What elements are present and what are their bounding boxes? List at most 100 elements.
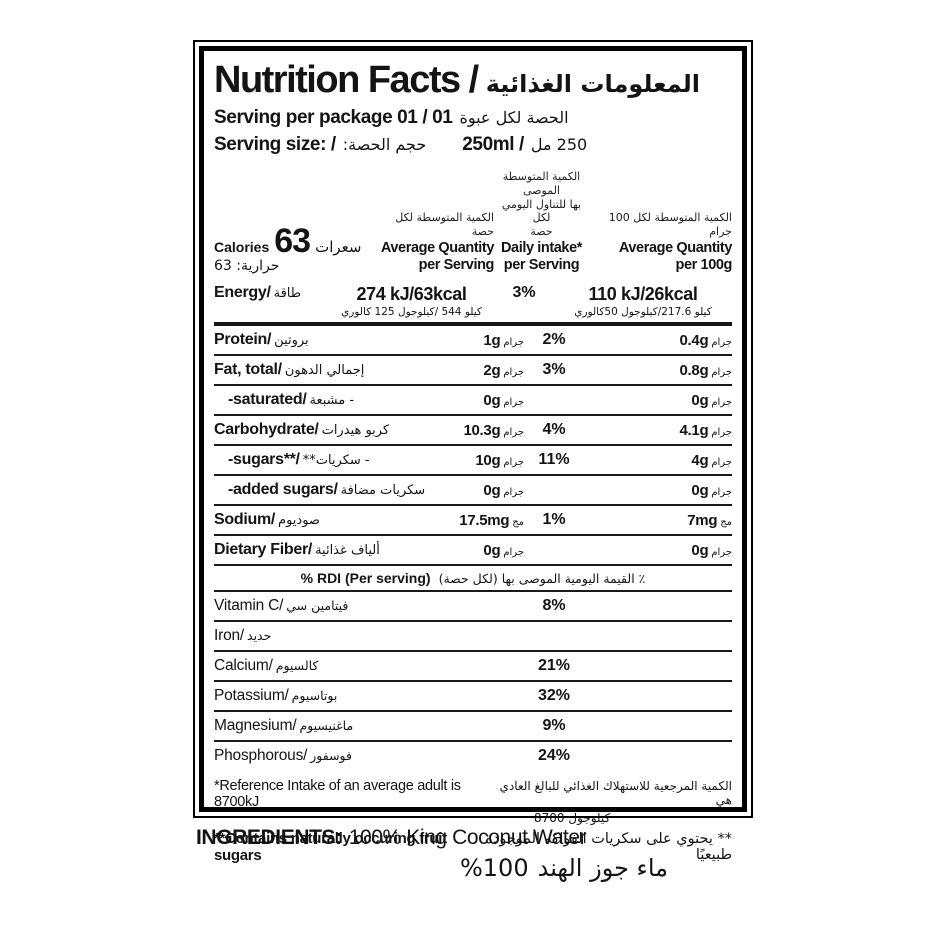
serving-unit: جرام bbox=[503, 366, 524, 378]
per-serving-english-1: Average Quantity bbox=[380, 239, 495, 256]
nutrient-name-ar: ألياف غذائية bbox=[315, 543, 380, 559]
energy-100g-value: 110 kJ/26kcal bbox=[588, 284, 698, 305]
table-row-magnesium: Magnesium/ماغنيسيوم 9% bbox=[214, 712, 732, 743]
daily-intake-english-1: Daily intake* bbox=[500, 239, 583, 256]
vitamin-value: 21% bbox=[537, 657, 571, 675]
serving-size-english: Serving size: / bbox=[214, 134, 336, 155]
nutrition-facts-inner-border: Nutrition Facts / المعلومات الغذائية Ser… bbox=[199, 46, 747, 864]
serving-per-package-english: Serving per package 01 / 01 bbox=[214, 107, 453, 128]
per100-unit: جرام bbox=[711, 546, 732, 558]
per-serving-english-2: per Serving bbox=[418, 257, 495, 274]
ingredients-text: 100% King Coconut Water bbox=[348, 826, 587, 849]
energy-label: Energy/ طاقة bbox=[214, 284, 329, 318]
calories-block: Calories 63 سعرات حرارية: 63 bbox=[214, 224, 374, 275]
column-header-daily-intake: الكمية المتوسطة الموصى بها للتناول اليوم… bbox=[494, 170, 589, 274]
column-header-per-serving: الكمية المتوسطة لكل حصة Average Quantity… bbox=[374, 211, 495, 274]
serving-value: 1g bbox=[483, 331, 501, 349]
ingredients-arabic-percent: %100 bbox=[459, 854, 529, 882]
serving-unit: جرام bbox=[503, 486, 524, 498]
nutrient-name-ar: سكريات مضافة bbox=[340, 483, 426, 499]
footnote-1-english: *Reference Intake of an average adult is… bbox=[214, 778, 461, 811]
vitamin-name-ar: فوسفور bbox=[310, 748, 352, 764]
ingredients-label: INGREDIENTS: bbox=[196, 826, 342, 849]
energy-arabic: طاقة bbox=[273, 286, 302, 302]
vitamin-name-ar: كالسيوم bbox=[275, 658, 319, 674]
vitamin-name-en: Magnesium/ bbox=[214, 717, 297, 735]
vitamin-name-ar: ماغنيسيوم bbox=[299, 718, 354, 734]
per100-value: 0g bbox=[691, 541, 709, 559]
vitamin-value: 24% bbox=[537, 747, 571, 765]
per100-value: 4.1g bbox=[679, 421, 709, 439]
daily-intake-arabic-1: الكمية المتوسطة الموصى bbox=[502, 170, 581, 197]
daily-intake-arabic-2: بها للتناول اليومي لكل bbox=[501, 197, 582, 225]
per100-unit: جرام bbox=[711, 336, 732, 348]
per100-unit: جرام bbox=[711, 456, 732, 468]
table-row-fat-total: Fat, total/إجمالي الدهون 2g جرام 3% 0.8g ج… bbox=[214, 356, 732, 387]
nutrient-name-en: -saturated/ bbox=[228, 391, 307, 409]
per100-value: 0g bbox=[691, 391, 709, 409]
per100-unit: مج bbox=[720, 516, 732, 528]
ingredients-section: INGREDIENTS: 100% King Coconut Water %10… bbox=[196, 826, 756, 882]
ingredients-arabic-line: %100 ماء جوز الهند bbox=[284, 854, 844, 882]
intake-value: 11% bbox=[538, 451, 570, 469]
energy-english: Energy/ bbox=[214, 284, 271, 302]
serving-unit: مج bbox=[512, 516, 524, 528]
energy-per-serving: 274 kJ/63kcal كالوري‎ 125 كيلوجول/‎ 544 … bbox=[329, 284, 494, 318]
per100-unit: جرام bbox=[711, 426, 732, 438]
intake-value: 2% bbox=[542, 331, 566, 349]
serving-size-line: Serving size: / حجم الحصة: 250ml / 250 م… bbox=[214, 134, 732, 156]
serving-value: 0g bbox=[483, 481, 501, 499]
per100-unit: جرام bbox=[711, 486, 732, 498]
energy-serving-subtext: كالوري‎ 125 كيلوجول/‎ 544 كيلو bbox=[341, 306, 482, 319]
footnote-1-arabic: الكمية المرجعية للاستهلاك الغذائي للبالغ… bbox=[499, 779, 732, 808]
table-row-added-sugars: -added sugars/سكريات مضافة 0g جرام 0g جرام bbox=[214, 476, 732, 507]
nutrient-table: Protein/بروتين 1g جرام 2% 0.4g جرام Fat, t… bbox=[214, 324, 732, 567]
serving-value: 10.3g bbox=[463, 421, 501, 439]
nutrient-name-en: Fat, total/ bbox=[214, 361, 282, 379]
serving-value: 17.5mg bbox=[459, 511, 510, 529]
intake-value: 1% bbox=[542, 511, 566, 529]
energy-100g-subtext: كالوري‎50 كيلوجول/‎217.6 كيلو bbox=[574, 306, 712, 319]
vitamin-name-en: Phosphorous/ bbox=[214, 747, 308, 765]
per100-unit: جرام bbox=[711, 396, 732, 408]
serving-size-value-arabic: 250 مل bbox=[530, 135, 588, 154]
footnote-2-english: **Contains naturally occuring fruit suga… bbox=[214, 830, 447, 865]
vitamin-name-ar: بوتاسيوم bbox=[291, 688, 338, 704]
per-serving-arabic: الكمية المتوسطة لكل حصة bbox=[395, 211, 494, 238]
energy-row: Energy/ طاقة 274 kJ/63kcal كالوري‎ 125 ك… bbox=[214, 279, 732, 325]
footnote-1-arabic-line2: 8700 كيلوجول bbox=[534, 811, 611, 826]
calories-arabic-1: سعرات bbox=[315, 238, 362, 257]
calories-arabic-2: حرارية: 63 bbox=[214, 258, 280, 275]
table-row-iron: Iron/حديد bbox=[214, 622, 732, 653]
serving-unit: جرام bbox=[503, 546, 524, 558]
table-row-sodium: Sodium/صوديوم 17.5mg مج 1% 7mg مج bbox=[214, 506, 732, 537]
calories-label: Calories bbox=[214, 239, 270, 256]
nutrient-name-ar: - سكريات** bbox=[302, 453, 370, 469]
per100-value: 0g bbox=[691, 481, 709, 499]
serving-value: 2g bbox=[483, 361, 501, 379]
ingredients-arabic-text: ماء جوز الهند bbox=[537, 854, 669, 882]
daily-intake-arabic-3: حصة bbox=[530, 225, 553, 238]
serving-unit: جرام bbox=[503, 456, 524, 468]
footnote-fruit-sugars: **Contains naturally occuring fruit suga… bbox=[214, 830, 732, 864]
vitamin-name-en: Vitamin C/ bbox=[214, 597, 284, 615]
intake-value: 3% bbox=[542, 361, 566, 379]
serving-per-package-arabic: الحصة لكل عبوة bbox=[459, 108, 569, 127]
vitamin-value: 9% bbox=[542, 717, 566, 735]
vitamin-name-ar: حديد bbox=[247, 628, 272, 644]
rdi-note-row: % RDI (Per serving) ٪ القيمة اليومية الم… bbox=[214, 566, 732, 593]
nutrition-facts-panel: Nutrition Facts / المعلومات الغذائية Ser… bbox=[193, 40, 753, 864]
energy-daily-intake: 3% bbox=[512, 284, 536, 302]
serving-unit: جرام bbox=[503, 426, 524, 438]
daily-intake-english-2: per Serving bbox=[503, 257, 580, 274]
title-arabic: المعلومات الغذائية bbox=[485, 70, 701, 98]
panel-title: Nutrition Facts / المعلومات الغذائية bbox=[214, 59, 732, 102]
nutrient-name-en: Dietary Fiber/ bbox=[214, 541, 313, 559]
per-100g-arabic-2: جرام bbox=[709, 225, 732, 238]
nutrient-name-ar: بروتين bbox=[274, 333, 309, 349]
nutrient-name-ar: - مشبعة bbox=[309, 393, 355, 409]
table-row-saturated: -saturated/- مشبعة 0g جرام 0g جرام bbox=[214, 386, 732, 417]
serving-value: 10g bbox=[475, 451, 501, 469]
rdi-arabic: ٪ القيمة اليومية الموصى بها (لكل حصة) bbox=[438, 571, 646, 587]
table-row-protein: Protein/بروتين 1g جرام 2% 0.4g جرام bbox=[214, 326, 732, 357]
